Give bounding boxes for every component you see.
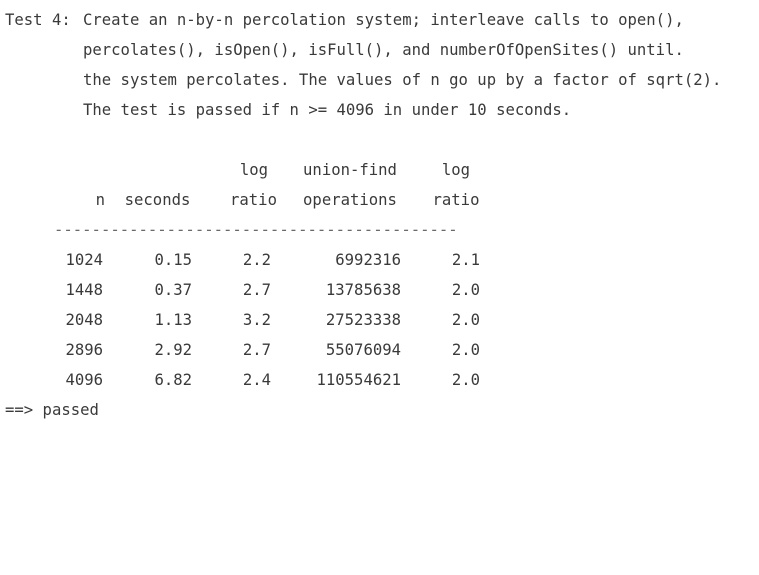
cell-seconds: 2.92 xyxy=(154,341,192,359)
console-output: Test 4: Create an n-by-n percolation sys… xyxy=(5,5,757,429)
test-result: ==> passed xyxy=(5,401,99,419)
table-row: 2048 1.13 3.2 27523338 2.0 xyxy=(5,305,757,335)
cell-ops-ratio: 2.0 xyxy=(451,281,480,299)
cell-log-ratio: 2.4 xyxy=(242,371,271,389)
cell-seconds: 6.82 xyxy=(154,371,192,389)
test-result-line: ==> passed xyxy=(5,395,757,425)
cell-ops-ratio: 2.0 xyxy=(451,371,480,389)
cell-log-ratio: 2.7 xyxy=(242,281,271,299)
cell-operations: 110554621 xyxy=(316,371,402,389)
test-description-text: the system percolates. The values of n g… xyxy=(83,71,722,89)
cell-ops-ratio: 2.0 xyxy=(451,311,480,329)
table-row: 1448 0.37 2.7 13785638 2.0 xyxy=(5,275,757,305)
cell-n: 1448 xyxy=(65,281,103,299)
header-seconds: seconds xyxy=(124,191,191,209)
test-description-line: percolates(), isOpen(), isFull(), and nu… xyxy=(5,35,757,65)
cell-seconds: 0.15 xyxy=(154,251,192,269)
test-label: Test 4: xyxy=(5,11,71,29)
cell-operations: 13785638 xyxy=(325,281,401,299)
header-n: n xyxy=(95,191,105,209)
cell-n: 2896 xyxy=(65,341,103,359)
cell-seconds: 0.37 xyxy=(154,281,192,299)
table-separator: ----------------------------------------… xyxy=(5,215,757,245)
header-ratio2: ratio xyxy=(432,191,480,209)
cell-n: 2048 xyxy=(65,311,103,329)
cell-operations: 55076094 xyxy=(325,341,401,359)
table-header-bottom: n seconds ratio operations ratio xyxy=(5,185,757,215)
header-ratio: ratio xyxy=(230,191,277,209)
test-description-text: percolates(), isOpen(), isFull(), and nu… xyxy=(83,41,684,59)
cell-seconds: 1.13 xyxy=(154,311,192,329)
cell-n: 1024 xyxy=(65,251,103,269)
header-union-find-top: union-find xyxy=(303,161,397,179)
header-log-ratio2-top: log xyxy=(441,161,471,179)
table-row: 1024 0.15 2.2 6992316 2.1 xyxy=(5,245,757,275)
test-description-text: The test is passed if n >= 4096 in under… xyxy=(83,101,572,119)
table-header-top: log union-find log xyxy=(5,155,757,185)
test-description-text: Create an n-by-n percolation system; int… xyxy=(83,11,684,29)
cell-n: 4096 xyxy=(65,371,103,389)
cell-log-ratio: 2.7 xyxy=(242,341,271,359)
test-description-line: Test 4: Create an n-by-n percolation sys… xyxy=(5,5,757,35)
table-row: 2896 2.92 2.7 55076094 2.0 xyxy=(5,335,757,365)
test-description-line: the system percolates. The values of n g… xyxy=(5,65,757,95)
header-operations: operations xyxy=(303,191,397,209)
test-description-line: The test is passed if n >= 4096 in under… xyxy=(5,95,757,125)
cell-operations: 6992316 xyxy=(335,251,401,269)
cell-ops-ratio: 2.0 xyxy=(451,341,480,359)
cell-operations: 27523338 xyxy=(325,311,401,329)
cell-log-ratio: 3.2 xyxy=(242,311,271,329)
separator-rule: ----------------------------------------… xyxy=(54,221,458,239)
table-row: 4096 6.82 2.4 110554621 2.0 xyxy=(5,365,757,395)
cell-log-ratio: 2.2 xyxy=(242,251,271,269)
cell-ops-ratio: 2.1 xyxy=(451,251,480,269)
header-log-ratio-top: log xyxy=(239,161,269,179)
blank-line xyxy=(5,125,757,155)
